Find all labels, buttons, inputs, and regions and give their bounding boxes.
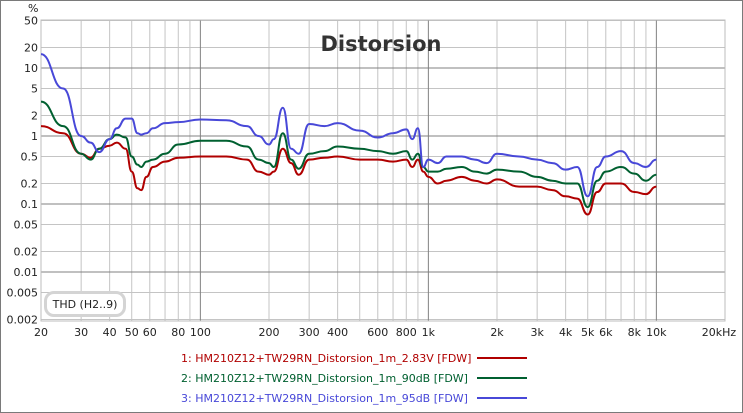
x-tick-label: 6k bbox=[599, 326, 613, 339]
legend-item-1[interactable]: 1: HM210Z12+TW29RN_Distorsion_1m_2.83V [… bbox=[181, 348, 527, 368]
x-tick-label: 800 bbox=[396, 326, 417, 339]
y-tick-label: 2 bbox=[31, 110, 38, 123]
y-tick-label: 10 bbox=[24, 62, 38, 75]
x-tick-label: 200 bbox=[259, 326, 280, 339]
legend-swatch-1 bbox=[477, 357, 527, 359]
plot-frame bbox=[40, 19, 726, 322]
x-tick-label: 5k bbox=[581, 326, 595, 339]
x-tick-label: 20 bbox=[34, 326, 48, 339]
legend: 1: HM210Z12+TW29RN_Distorsion_1m_2.83V [… bbox=[181, 348, 527, 408]
x-tick-label: 400 bbox=[327, 326, 348, 339]
y-unit-label: % bbox=[28, 2, 39, 15]
x-tick-label: 60 bbox=[143, 326, 157, 339]
legend-item-2[interactable]: 2: HM210Z12+TW29RN_Distorsion_1m_90dB [F… bbox=[181, 368, 527, 388]
x-tick-label: 300 bbox=[299, 326, 320, 339]
y-axis-labels: 50 20 10 5 2 1 0.5 0.2 0.1 0.05 0.02 0.01 0.005 0.002 bbox=[7, 14, 39, 326]
series-line-2 bbox=[40, 100, 657, 209]
y-tick-label: 0.02 bbox=[14, 246, 39, 259]
y-tick-label: 0.5 bbox=[21, 150, 39, 163]
x-tick-label: 3k bbox=[530, 326, 544, 339]
x-tick-label: 40 bbox=[103, 326, 117, 339]
y-tick-label: 0.2 bbox=[21, 178, 39, 191]
grid-major bbox=[41, 20, 725, 321]
x-tick-label: 30 bbox=[74, 326, 88, 339]
legend-swatch-3 bbox=[477, 397, 527, 399]
legend-label-3: 3: HM210Z12+TW29RN_Distorsion_1m_95dB [F… bbox=[181, 391, 468, 405]
x-tick-label: 50 bbox=[125, 326, 139, 339]
x-tick-label: 20kHz bbox=[702, 326, 737, 339]
series-line-3 bbox=[40, 53, 657, 198]
y-tick-label: 50 bbox=[24, 14, 38, 27]
series-line-1 bbox=[40, 125, 657, 216]
x-tick-label: 4k bbox=[559, 326, 573, 339]
legend-label-1: 1: HM210Z12+TW29RN_Distorsion_1m_2.83V [… bbox=[181, 351, 472, 365]
y-tick-label: 0.1 bbox=[21, 198, 39, 211]
y-tick-label: 0.005 bbox=[7, 286, 39, 299]
x-tick-label: 8k bbox=[628, 326, 642, 339]
x-axis-labels: 20 30 40 50 60 80 100 200 300 400 600 800 1k 2k 3k 4k 5k… bbox=[34, 326, 736, 339]
legend-swatch-2 bbox=[477, 377, 527, 379]
chart-title: Distorsion bbox=[320, 32, 441, 56]
y-tick-label: 0.05 bbox=[14, 218, 39, 231]
x-tick-label: 1k bbox=[422, 326, 436, 339]
x-tick-label: 600 bbox=[367, 326, 388, 339]
thd-annotation-box[interactable]: THD (H2..9) bbox=[44, 291, 126, 317]
x-tick-label: 100 bbox=[190, 326, 211, 339]
curves bbox=[40, 53, 657, 216]
y-tick-label: 1 bbox=[31, 130, 38, 143]
x-tick-label: 80 bbox=[171, 326, 185, 339]
y-tick-label: 0.01 bbox=[14, 266, 39, 279]
grid-minor bbox=[41, 19, 725, 321]
y-tick-label: 0.002 bbox=[7, 314, 39, 327]
x-tick-label: 10k bbox=[646, 326, 667, 339]
legend-label-2: 2: HM210Z12+TW29RN_Distorsion_1m_90dB [F… bbox=[181, 371, 468, 385]
y-tick-label: 5 bbox=[31, 82, 38, 95]
thd-annotation-label: THD (H2..9) bbox=[52, 297, 118, 311]
y-tick-label: 20 bbox=[24, 42, 38, 55]
x-tick-label: 2k bbox=[490, 326, 504, 339]
legend-item-3[interactable]: 3: HM210Z12+TW29RN_Distorsion_1m_95dB [F… bbox=[181, 388, 527, 408]
